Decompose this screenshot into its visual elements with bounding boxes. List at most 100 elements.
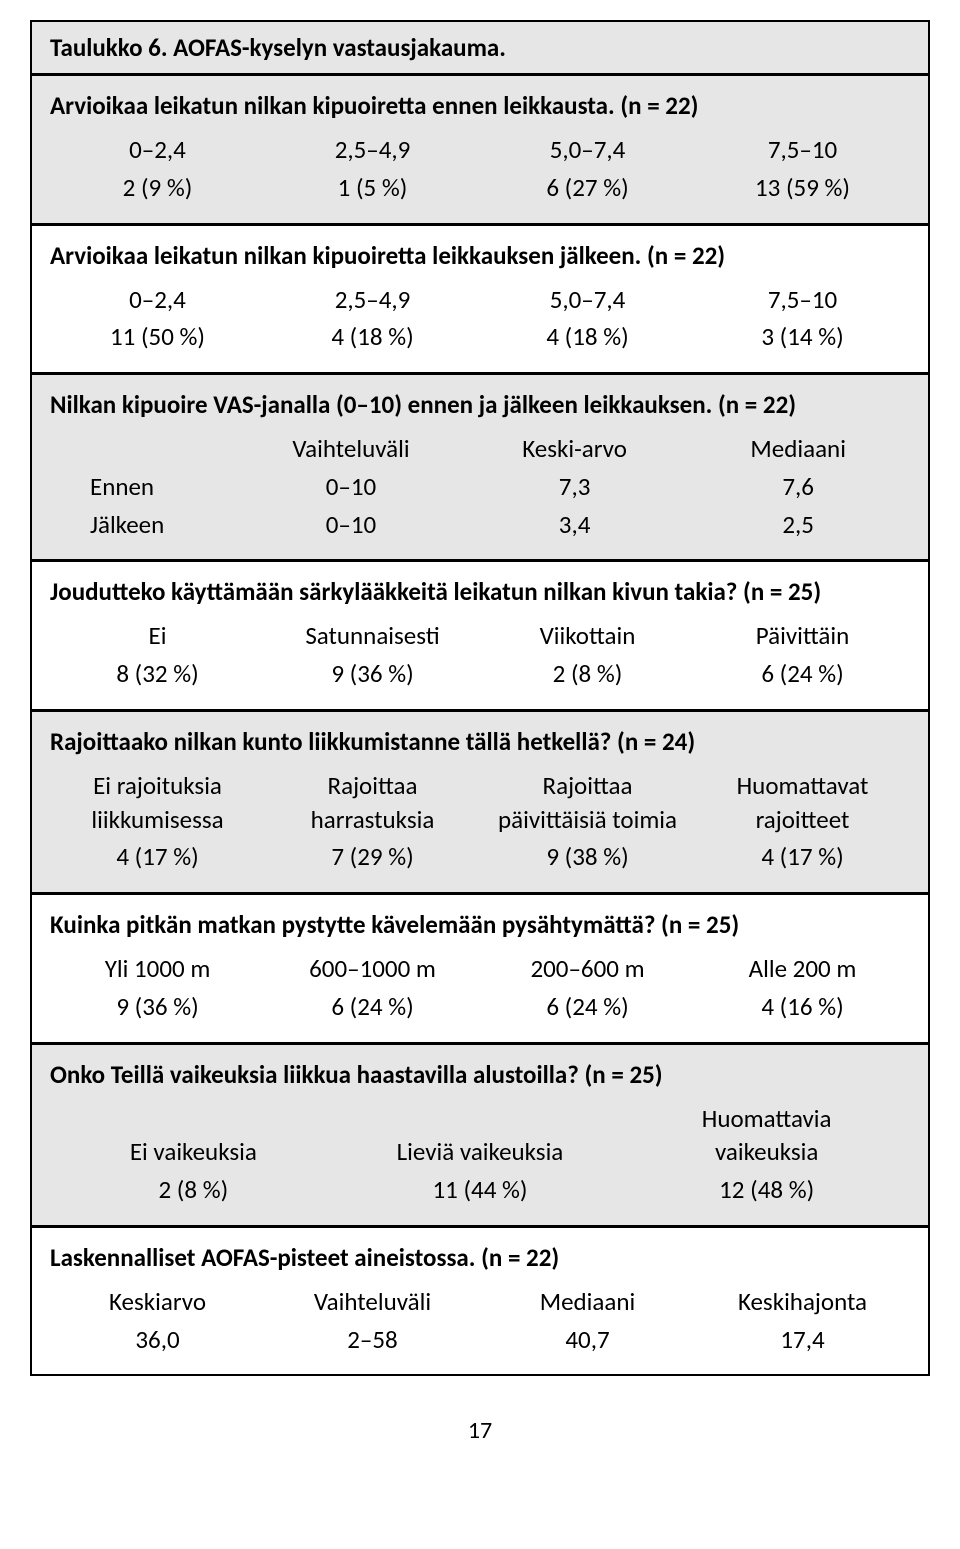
section-2: Arvioikaa leikatun nilkan kipuoiretta le…: [32, 223, 928, 373]
value-cell: 4 (17 %): [695, 838, 910, 876]
grid-7: Ei vaikeuksia Lieviä vaikeuksia Huomatta…: [50, 1100, 910, 1209]
header-cell: Alle 200 m: [695, 950, 910, 988]
value-cell: 3 (14 %): [695, 318, 910, 356]
value-cell: 9 (38 %): [480, 838, 695, 876]
header-cell: Satunnaisesti: [265, 617, 480, 655]
value-cell: 6 (24 %): [695, 655, 910, 693]
header-line2: harrastuksia: [311, 804, 435, 835]
header-cell: Lieviä vaikeuksia: [337, 1100, 624, 1172]
header-cell: 5,0–7,4: [480, 281, 695, 319]
header-line2: päivittäisiä toimia: [498, 804, 677, 835]
value-cell: 4 (18 %): [265, 318, 480, 356]
header-cell: 7,5–10: [695, 131, 910, 169]
value-cell: 6 (24 %): [480, 988, 695, 1026]
grid-2: 0–2,4 2,5–4,9 5,0–7,4 7,5–10 11 (50 %) 4…: [50, 281, 910, 357]
grid-8: Keskiarvo Vaihteluväli Mediaani Keskihaj…: [50, 1283, 910, 1359]
question-3: Nilkan kipuoire VAS-janalla (0–10) ennen…: [50, 389, 910, 420]
value-cell: 11 (50 %): [50, 318, 265, 356]
header-cell: Yli 1000 m: [50, 950, 265, 988]
section-5: Rajoittaako nilkan kunto liikkumistanne …: [32, 709, 928, 892]
value-cell: 2–58: [265, 1321, 480, 1359]
header-cell: Päivittäin: [695, 617, 910, 655]
header-cell: Keskiarvo: [50, 1283, 265, 1321]
question-5: Rajoittaako nilkan kunto liikkumistanne …: [50, 726, 910, 757]
header-cell: Huomattavat rajoitteet: [695, 767, 910, 839]
value-cell: 9 (36 %): [50, 988, 265, 1026]
value-cell: 9 (36 %): [265, 655, 480, 693]
header-cell: Ei rajoituksia liikkumisessa: [50, 767, 265, 839]
header-cell: 2,5–4,9: [265, 281, 480, 319]
value-cell: 7,6: [686, 468, 910, 506]
value-cell: 40,7: [480, 1321, 695, 1359]
question-8: Laskennalliset AOFAS-pisteet aineistossa…: [50, 1242, 910, 1273]
question-4: Joudutteko käyttämään särkylääkkeitä lei…: [50, 576, 910, 607]
value-cell: 4 (16 %): [695, 988, 910, 1026]
page-number: 17: [30, 1416, 930, 1445]
value-cell: 4 (18 %): [480, 318, 695, 356]
table-title: Taulukko 6. AOFAS-kyselyn vastausjakauma…: [50, 32, 506, 63]
question-2: Arvioikaa leikatun nilkan kipuoiretta le…: [50, 240, 910, 271]
header-cell: 0–2,4: [50, 131, 265, 169]
header-line1: Ei rajoituksia: [93, 770, 222, 801]
value-cell: 6 (27 %): [480, 169, 695, 207]
grid-3: Vaihteluväli Keski-arvo Mediaani Ennen 0…: [50, 430, 910, 543]
value-cell: 7,3: [463, 468, 687, 506]
row-label: Ennen: [50, 468, 239, 506]
section-7: Onko Teillä vaikeuksia liikkua haastavil…: [32, 1042, 928, 1225]
value-cell: 1 (5 %): [265, 169, 480, 207]
header-cell: 7,5–10: [695, 281, 910, 319]
value-cell: 11 (44 %): [337, 1171, 624, 1209]
header-cell: 5,0–7,4: [480, 131, 695, 169]
grid-6: Yli 1000 m 600–1000 m 200–600 m Alle 200…: [50, 950, 910, 1026]
section-1: Arvioikaa leikatun nilkan kipuoiretta en…: [32, 73, 928, 223]
header-line1: Huomattavat: [737, 770, 869, 801]
header-line1: Rajoittaa: [543, 770, 633, 801]
grid-1: 0–2,4 2,5–4,9 5,0–7,4 7,5–10 2 (9 %) 1 (…: [50, 131, 910, 207]
value-cell: 0–10: [239, 506, 463, 544]
value-cell: 0–10: [239, 468, 463, 506]
header-cell: Huomattavia vaikeuksia: [623, 1100, 910, 1172]
value-cell: 12 (48 %): [623, 1171, 910, 1209]
table-container: Taulukko 6. AOFAS-kyselyn vastausjakauma…: [30, 20, 930, 1376]
value-cell: 8 (32 %): [50, 655, 265, 693]
grid-4: Ei Satunnaisesti Viikottain Päivittäin 8…: [50, 617, 910, 693]
header-cell: Mediaani: [480, 1283, 695, 1321]
header-cell: Vaihteluväli: [239, 430, 463, 468]
header-cell: Ei: [50, 617, 265, 655]
value-cell: 13 (59 %): [695, 169, 910, 207]
value-cell: 17,4: [695, 1321, 910, 1359]
value-cell: 2 (8 %): [480, 655, 695, 693]
header-cell: Viikottain: [480, 617, 695, 655]
header-cell: 600–1000 m: [265, 950, 480, 988]
question-1: Arvioikaa leikatun nilkan kipuoiretta en…: [50, 90, 910, 121]
section-4: Joudutteko käyttämään särkylääkkeitä lei…: [32, 559, 928, 709]
header-line2: rajoitteet: [756, 804, 850, 835]
section-6: Kuinka pitkän matkan pystytte kävelemään…: [32, 892, 928, 1042]
header-line2: liikkumisessa: [91, 804, 223, 835]
page-container: Taulukko 6. AOFAS-kyselyn vastausjakauma…: [0, 0, 960, 1475]
header-line2: vaikeuksia: [715, 1136, 818, 1167]
header-cell: 2,5–4,9: [265, 131, 480, 169]
value-cell: 4 (17 %): [50, 838, 265, 876]
table-title-row: Taulukko 6. AOFAS-kyselyn vastausjakauma…: [32, 22, 928, 73]
grid-5: Ei rajoituksia liikkumisessa Rajoittaa h…: [50, 767, 910, 876]
header-line1: Huomattavia: [702, 1103, 832, 1134]
value-cell: 3,4: [463, 506, 687, 544]
value-cell: 6 (24 %): [265, 988, 480, 1026]
header-cell: Mediaani: [686, 430, 910, 468]
question-7: Onko Teillä vaikeuksia liikkua haastavil…: [50, 1059, 910, 1090]
section-8: Laskennalliset AOFAS-pisteet aineistossa…: [32, 1225, 928, 1375]
header-cell: 200–600 m: [480, 950, 695, 988]
header-cell: Rajoittaa päivittäisiä toimia: [480, 767, 695, 839]
header-cell: Keskihajonta: [695, 1283, 910, 1321]
value-cell: 2 (8 %): [50, 1171, 337, 1209]
empty-cell: [50, 430, 239, 468]
header-cell: Rajoittaa harrastuksia: [265, 767, 480, 839]
header-cell: Vaihteluväli: [265, 1283, 480, 1321]
value-cell: 7 (29 %): [265, 838, 480, 876]
header-line1: Rajoittaa: [328, 770, 418, 801]
row-label: Jälkeen: [50, 506, 239, 544]
value-cell: 2 (9 %): [50, 169, 265, 207]
value-cell: 2,5: [686, 506, 910, 544]
question-6: Kuinka pitkän matkan pystytte kävelemään…: [50, 909, 910, 940]
